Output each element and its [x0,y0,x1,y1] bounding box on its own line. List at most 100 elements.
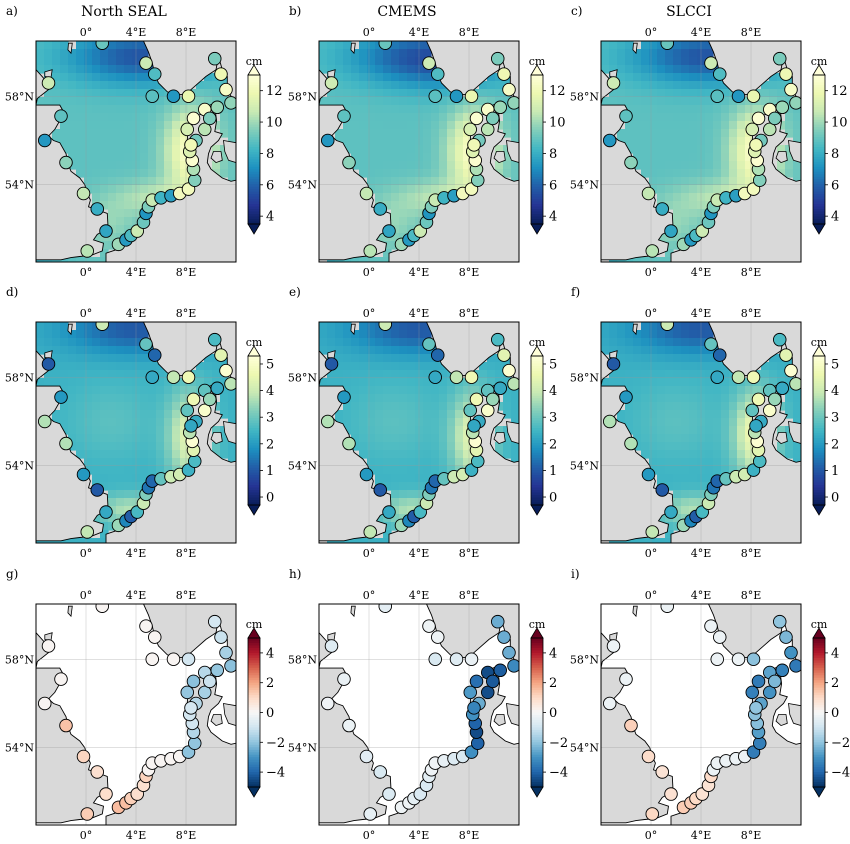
land-island [67,605,73,618]
field-cell [60,65,69,74]
colorbar-step [248,418,260,422]
colorbar-step [813,647,825,651]
field-cell [407,466,416,475]
field-cell [729,113,738,122]
field-cell [116,177,125,186]
field-cell [793,169,801,178]
field-cell [625,73,634,82]
field-cell [681,209,690,218]
field-cell [665,49,674,58]
colorbar-step [531,176,543,180]
field-cell [383,482,392,491]
field-cell [407,458,416,467]
field-cell [681,474,690,483]
field-cell [729,466,738,475]
field-cell [212,426,221,435]
field-cell [391,426,400,435]
field-cell [511,121,519,130]
colorbar-unit: cm [811,55,828,68]
field-cell [228,418,236,427]
land-island [632,605,638,618]
colorbar-step [813,373,825,377]
field-cell [375,129,384,138]
field-cell [116,442,125,451]
field-cell [375,153,384,162]
colorbar-step [531,425,543,429]
field-cell [172,394,181,403]
field-cell [681,498,690,507]
field-cell [84,137,93,146]
field-cell [447,121,456,130]
field-cell [92,145,101,154]
field-cell [633,370,642,379]
colorbar-step [531,216,543,220]
tide-gauge-marker [767,674,782,689]
field-cell [415,73,424,82]
tide-gauge-marker [704,56,718,70]
tide-gauge-marker [359,749,374,764]
field-cell [455,450,464,459]
colorbar-step [248,410,260,414]
field-cell [140,378,149,387]
colorbar-step [813,472,825,476]
field-cell [423,153,432,162]
field-cell [36,322,45,331]
colorbar-tick-label: 2 [549,437,557,452]
colorbar-tick-label: 6 [831,178,839,193]
field-cell [503,450,512,459]
field-cell [351,410,360,419]
field-cell [92,233,101,242]
field-cell [68,145,77,154]
colorbar-step [248,784,260,788]
colorbar-step [531,497,543,501]
field-cell [359,386,368,395]
field-cell [359,402,368,411]
field-cell [351,161,360,170]
field-cell [713,145,722,154]
field-cell [375,426,384,435]
field-cell [641,89,650,98]
field-cell [351,145,360,154]
field-cell [407,354,416,363]
tide-gauge-marker [41,639,56,653]
field-cell [391,354,400,363]
field-cell [649,442,658,451]
field-cell [100,65,109,74]
field-cell [641,450,650,459]
colorbar-step [813,440,825,444]
field-cell [649,370,658,379]
field-cell [713,169,722,178]
field-cell [439,153,448,162]
field-cell [76,161,85,170]
field-cell [681,145,690,154]
colorbar-extend-bottom [812,786,826,798]
tide-gauge-marker [463,403,477,418]
map-content [36,322,236,543]
field-cell [737,105,746,114]
field-cell [204,370,213,379]
field-cell [36,49,45,58]
field-cell [641,121,650,130]
tide-gauge-marker [95,604,109,613]
field-cell [649,57,658,66]
field-cell [479,378,488,387]
field-cell [391,73,400,82]
colorbar-step [531,201,543,205]
field-cell [681,153,690,162]
tide-gauge-marker [752,173,767,187]
colorbar-step [813,432,825,436]
colorbar-step [531,84,543,88]
field-cell [649,41,658,50]
field-cell [625,330,634,339]
tide-gauge-marker [76,749,91,764]
field-cell [407,386,416,395]
field-cell [681,193,690,202]
field-cell [60,322,69,331]
field-cell [383,370,392,379]
field-cell [657,89,666,98]
field-cell [407,330,416,339]
field-cell [447,177,456,186]
field-cell [92,338,101,347]
field-cell [617,97,626,106]
field-cell [673,145,682,154]
